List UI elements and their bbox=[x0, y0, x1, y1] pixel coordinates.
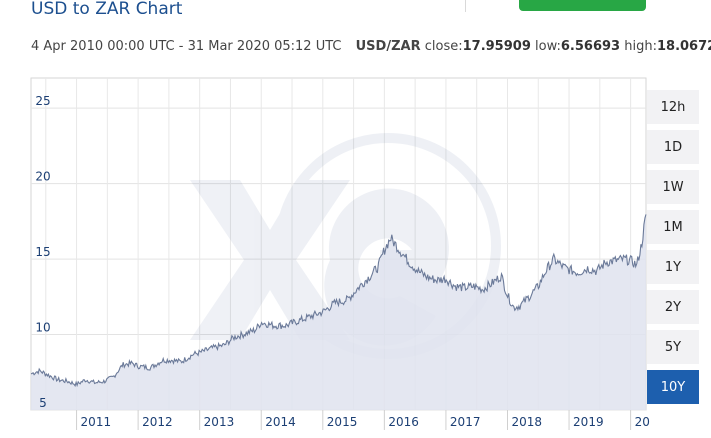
series-line bbox=[30, 214, 647, 388]
info-line: 4 Apr 2010 00:00 UTC - 31 Mar 2020 05:12… bbox=[31, 39, 711, 54]
x-tick-label: 2016 bbox=[388, 415, 419, 429]
y-tick-label: 25 bbox=[35, 94, 50, 108]
high-value: 18.06725 bbox=[656, 39, 711, 54]
period-button-1y[interactable]: 1Y bbox=[647, 250, 699, 284]
action-button[interactable] bbox=[519, 0, 646, 11]
x-tick-label: 2019 bbox=[573, 415, 604, 429]
high-label: high: bbox=[624, 39, 657, 54]
header-divider bbox=[465, 0, 466, 12]
period-button-1m[interactable]: 1M bbox=[647, 210, 699, 244]
x-axis-ticks: 2011 2012 2013 2014 2015 2016 2017 2018 2019 2020 bbox=[76, 410, 650, 430]
period-button-5y[interactable]: 5Y bbox=[647, 330, 699, 364]
period-button-2y[interactable]: 2Y bbox=[647, 290, 699, 324]
chart-title: USD to ZAR Chart bbox=[31, 0, 183, 19]
x-tick-label: 2014 bbox=[265, 415, 296, 429]
period-button-1w[interactable]: 1W bbox=[647, 170, 699, 204]
series-area bbox=[31, 214, 646, 410]
x-tick-label: 2011 bbox=[81, 415, 112, 429]
period-button-12h[interactable]: 12h bbox=[647, 90, 699, 124]
period-button-1d[interactable]: 1D bbox=[647, 130, 699, 164]
period-button-10y[interactable]: 10Y bbox=[647, 370, 699, 404]
low-label: low: bbox=[535, 39, 561, 54]
close-value: 17.95909 bbox=[462, 39, 531, 54]
x-tick-label: 2018 bbox=[511, 415, 542, 429]
x-tick-label: 2020 bbox=[635, 415, 650, 429]
date-range: 4 Apr 2010 00:00 UTC - 31 Mar 2020 05:12… bbox=[31, 39, 342, 54]
x-tick-label: 2015 bbox=[327, 415, 358, 429]
period-selector: 12h 1D 1W 1M 1Y 2Y 5Y 10Y bbox=[647, 90, 699, 410]
y-tick-label: 15 bbox=[35, 245, 50, 259]
low-value: 6.56693 bbox=[560, 39, 621, 54]
y-tick-label: 20 bbox=[35, 170, 50, 184]
close-label: close: bbox=[424, 39, 463, 54]
currency-pair: USD/ZAR bbox=[355, 39, 421, 54]
x-tick-label: 2013 bbox=[204, 415, 235, 429]
y-axis-ticks: 5 10 15 20 25 bbox=[35, 94, 50, 410]
series-layer bbox=[30, 214, 647, 410]
y-tick-label: 10 bbox=[35, 321, 50, 335]
x-tick-label: 2017 bbox=[450, 415, 481, 429]
y-tick-label: 5 bbox=[39, 396, 47, 410]
x-tick-label: 2012 bbox=[142, 415, 173, 429]
